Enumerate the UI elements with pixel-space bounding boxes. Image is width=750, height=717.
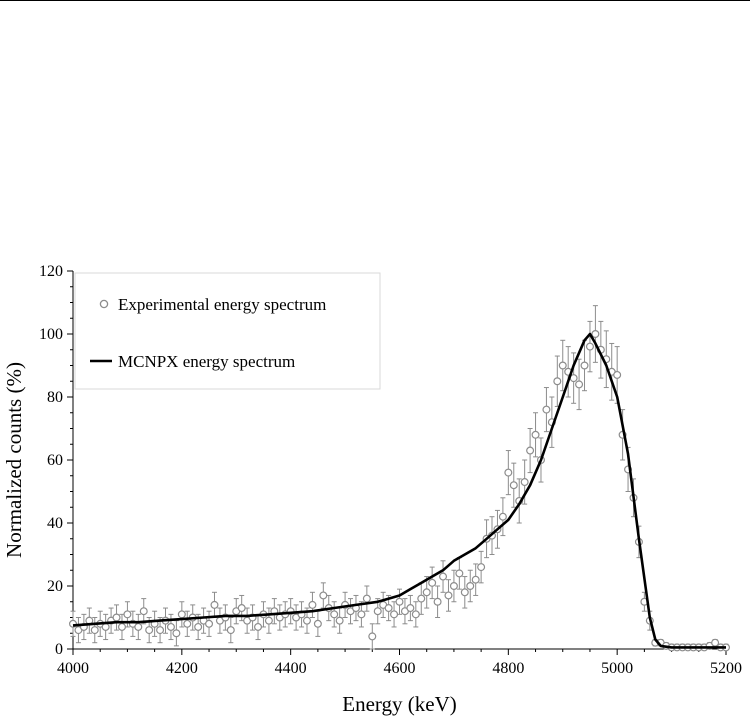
legend-box <box>74 272 381 390</box>
y-tick-label: 20 <box>47 578 63 595</box>
axes <box>67 270 727 655</box>
experimental-point <box>112 613 121 622</box>
experimental-point <box>542 405 551 414</box>
experimental-point <box>373 607 382 616</box>
experimental-point <box>101 622 110 631</box>
experimental-point <box>439 572 448 581</box>
experimental-point <box>585 342 594 351</box>
mcnpx-line <box>72 332 726 649</box>
experimental-point <box>362 594 371 603</box>
experimental-point <box>302 616 311 625</box>
experimental-point <box>177 610 186 619</box>
experimental-point <box>308 600 317 609</box>
experimental-point <box>455 569 464 578</box>
experimental-point <box>210 600 219 609</box>
experimental-point <box>183 619 192 628</box>
experimental-point <box>390 610 399 619</box>
experimental-point <box>613 370 622 379</box>
experimental-point <box>466 581 475 590</box>
y-tick-label: 60 <box>47 452 63 469</box>
experimental-point <box>460 588 469 597</box>
legend-marker-experimental <box>99 299 109 309</box>
experimental-point <box>498 512 507 521</box>
experimental-point <box>553 377 562 386</box>
tick-labels: 4000 4200 4400 4600 4800 5000 5200 0 20 40 60 80 100… <box>39 263 742 677</box>
experimental-point <box>226 626 235 635</box>
experimental-point <box>117 622 126 631</box>
x-tick-label: 4600 <box>384 660 416 677</box>
experimental-point <box>433 597 442 606</box>
y-axis-title: Normalized counts (%) <box>2 362 26 558</box>
y-tick-label: 100 <box>39 326 63 343</box>
experimental-point <box>711 638 720 647</box>
experimental-point <box>156 626 165 635</box>
top-rule <box>0 0 750 1</box>
experimental-point <box>558 361 567 370</box>
experimental-point <box>504 468 513 477</box>
experimental-point <box>526 446 535 455</box>
experimental-point <box>264 616 273 625</box>
experimental-point <box>417 594 426 603</box>
experimental-point <box>591 330 600 339</box>
experimental-point <box>509 481 518 490</box>
x-tick-label: 4000 <box>57 660 89 677</box>
experimental-point <box>254 622 263 631</box>
experimental-point <box>145 626 154 635</box>
experimental-point <box>406 604 415 613</box>
x-tick-label: 4400 <box>275 660 307 677</box>
experimental-point <box>449 581 458 590</box>
experimental-point <box>194 622 203 631</box>
experimental-point <box>428 578 437 587</box>
y-tick-label: 40 <box>47 515 63 532</box>
legend-label-experimental: Experimental energy spectrum <box>118 295 326 314</box>
experimental-point <box>575 380 584 389</box>
experimental-point <box>471 575 480 584</box>
experimental-point <box>237 604 246 613</box>
experimental-point <box>444 591 453 600</box>
experimental-point <box>384 604 393 613</box>
x-tick-label: 5000 <box>601 660 633 677</box>
x-tick-label: 4800 <box>492 660 524 677</box>
experimental-point <box>139 607 148 616</box>
experimental-point <box>134 622 143 631</box>
x-tick-label: 4200 <box>166 660 198 677</box>
experimental-point <box>123 610 132 619</box>
experimental-point <box>357 610 366 619</box>
y-tick-label: 80 <box>47 389 63 406</box>
y-tick-label: 120 <box>39 263 63 280</box>
experimental-point <box>580 361 589 370</box>
experimental-point <box>395 597 404 606</box>
experimental-point <box>319 591 328 600</box>
y-tick-label: 0 <box>55 641 63 658</box>
experimental-point <box>531 430 540 439</box>
experimental-point <box>205 619 214 628</box>
experimental-point <box>335 616 344 625</box>
experimental-point <box>172 629 181 638</box>
mcnpx-series-line <box>72 332 726 649</box>
experimental-point <box>520 478 529 487</box>
experimental-point <box>411 610 420 619</box>
experimental-point <box>330 610 339 619</box>
x-tick-label: 5200 <box>710 660 742 677</box>
experimental-point <box>422 588 431 597</box>
experimental-point <box>368 632 377 641</box>
experimental-point <box>313 619 322 628</box>
legend-label-mcnpx: MCNPX energy spectrum <box>118 352 295 371</box>
experimental-point <box>477 563 486 572</box>
experimental-point <box>166 622 175 631</box>
legend: Experimental energy spectrum MCNPX energ… <box>74 272 381 390</box>
experimental-point <box>90 626 99 635</box>
x-axis-title: Energy (keV) <box>342 692 457 716</box>
